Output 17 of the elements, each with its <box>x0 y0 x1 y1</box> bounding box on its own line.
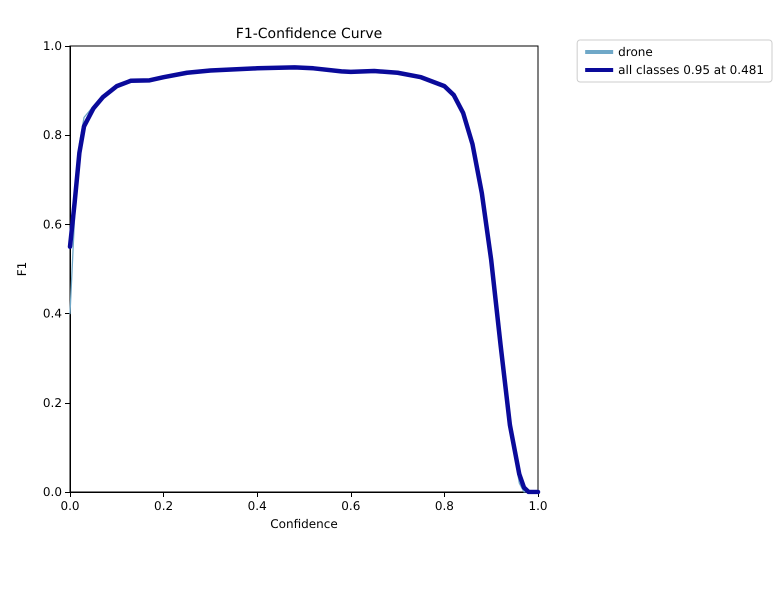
legend-label: all classes 0.95 at 0.481 <box>618 63 764 77</box>
y-tick-label: 0.0 <box>42 485 62 499</box>
legend-label: drone <box>618 45 653 59</box>
x-tick-label: 0.6 <box>341 499 360 513</box>
x-tick-label: 0.8 <box>434 499 454 513</box>
y-tick-label: 1.0 <box>42 39 62 53</box>
x-axis-title: Confidence <box>270 517 338 531</box>
y-axis-title: F1 <box>15 262 29 276</box>
x-tick-label: 0.0 <box>60 499 80 513</box>
x-tick-label: 0.2 <box>154 499 174 513</box>
chart-title: F1-Confidence Curve <box>236 26 382 42</box>
y-tick-label: 0.8 <box>42 128 62 142</box>
y-tick-label: 0.2 <box>42 396 62 410</box>
x-tick-label: 1.0 <box>528 499 548 513</box>
y-tick-label: 0.6 <box>42 217 62 232</box>
y-tick-label: 0.4 <box>42 306 62 321</box>
x-tick-label: 0.4 <box>248 499 267 513</box>
